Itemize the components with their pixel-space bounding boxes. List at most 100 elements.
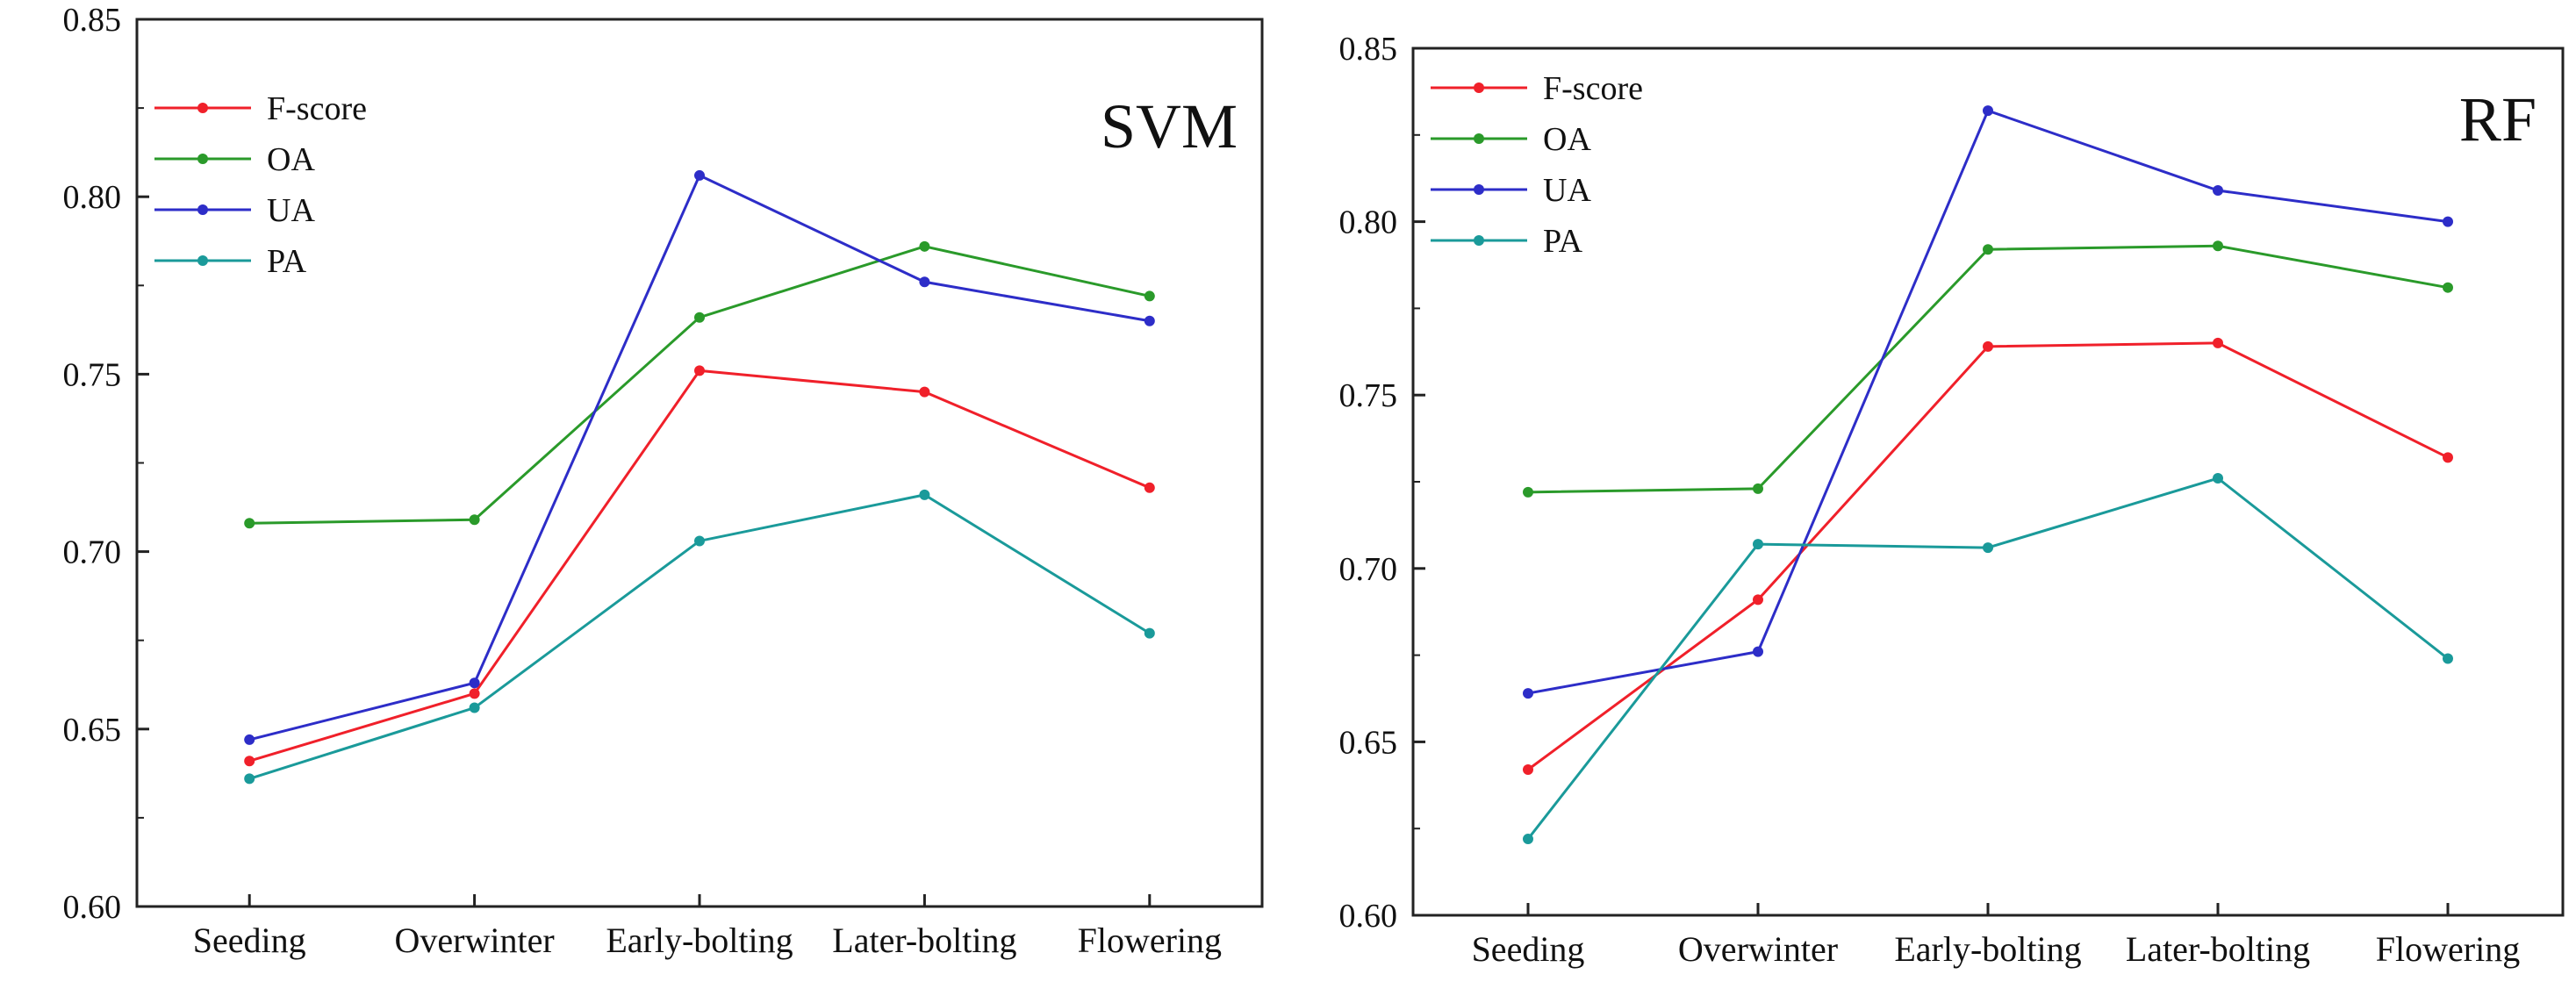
series-ua <box>244 169 1155 745</box>
y-tick-label: 0.70 <box>63 534 122 571</box>
y-tick-label: 0.80 <box>1339 204 1398 241</box>
chart-title: RF <box>2459 84 2537 154</box>
data-point-ua <box>1523 688 1533 699</box>
legend-marker-pa <box>1474 235 1484 246</box>
data-point-f-score <box>694 365 705 376</box>
y-tick-label: 0.80 <box>63 179 122 216</box>
legend-marker-ua <box>1474 184 1484 195</box>
data-point-oa <box>1523 486 1533 498</box>
data-point-oa <box>919 240 930 252</box>
series-line-pa <box>1526 477 2449 840</box>
x-tick-label-seeding: Seeding <box>1472 929 1585 969</box>
y-tick-label: 0.85 <box>1339 31 1398 68</box>
legend-marker-f-score <box>197 103 208 113</box>
series-line-ua <box>1527 109 2449 695</box>
legend-label-f-score: F-score <box>1543 70 1643 107</box>
legend-marker-pa <box>197 255 208 266</box>
data-point-pa <box>1144 627 1155 639</box>
legend-marker-ua <box>197 204 208 215</box>
series-line-f-score <box>248 369 1151 763</box>
legend-label-ua: UA <box>267 192 315 229</box>
x-tick-label-seeding: Seeding <box>193 921 306 960</box>
legend-label-ua: UA <box>1543 172 1591 209</box>
data-point-pa <box>2213 473 2223 484</box>
series-pa <box>244 489 1155 785</box>
legend-marker-oa <box>1474 133 1484 144</box>
data-point-f-score <box>919 386 930 398</box>
data-point-f-score <box>244 756 255 767</box>
y-tick-label: 0.60 <box>1339 898 1398 935</box>
series-f-score <box>1523 337 2453 776</box>
x-tick-label-later-bolting: Later-bolting <box>2126 929 2310 969</box>
data-point-ua <box>1983 105 1993 117</box>
y-tick-label: 0.70 <box>1339 551 1398 588</box>
data-point-ua <box>694 169 705 181</box>
data-point-pa <box>1753 539 1763 550</box>
data-point-ua <box>919 276 930 288</box>
data-point-oa <box>1753 483 1763 494</box>
data-point-oa <box>2213 240 2223 252</box>
data-point-f-score <box>2213 337 2223 348</box>
series-line-f-score <box>1527 341 2449 771</box>
data-point-ua <box>244 734 255 745</box>
chart-panel-rf: 0.60 0.65 0.70 0.75 0.80 0.85 Seeding Overwinte… <box>1339 31 2565 969</box>
data-point-ua <box>1144 315 1155 326</box>
data-point-pa <box>2443 653 2453 664</box>
legend-label-oa: OA <box>267 141 315 178</box>
legend-label-pa: PA <box>1543 223 1583 260</box>
data-point-ua <box>2213 185 2223 197</box>
series-oa <box>1523 240 2453 498</box>
data-point-oa <box>2443 282 2453 293</box>
data-point-pa <box>244 773 255 785</box>
data-point-f-score <box>1523 764 1533 776</box>
x-tick-label-later-bolting: Later-bolting <box>832 921 1016 960</box>
x-tick-label-early-bolting: Early-bolting <box>1894 929 2081 969</box>
data-point-oa <box>1983 244 1993 255</box>
y-tick-label: 0.65 <box>1339 724 1398 761</box>
data-point-f-score <box>1753 594 1763 605</box>
data-point-pa <box>469 702 480 713</box>
data-point-oa <box>469 514 480 526</box>
legend: F-score OA UA PA <box>154 90 367 280</box>
data-point-oa <box>694 312 705 323</box>
y-tick-label: 0.65 <box>63 712 122 749</box>
y-tick-label: 0.75 <box>63 356 122 393</box>
series-line-oa <box>249 245 1151 525</box>
legend: F-score OA UA PA <box>1431 70 1643 260</box>
chart-title: SVM <box>1101 91 1238 161</box>
legend-marker-f-score <box>1474 82 1484 93</box>
data-point-pa <box>1983 542 1993 554</box>
data-point-ua <box>1753 646 1763 657</box>
data-point-f-score <box>469 688 480 699</box>
chart-panel-svm: 0.60 0.65 0.70 0.75 0.80 0.85 Seeding Overwinte… <box>63 2 1264 960</box>
x-tick-label-overwinter: Overwinter <box>1678 929 1838 969</box>
legend-label-oa: OA <box>1543 121 1591 158</box>
series-f-score <box>244 365 1155 767</box>
legend-label-f-score: F-score <box>267 90 367 127</box>
series-oa <box>244 240 1155 529</box>
series-ua <box>1523 105 2453 699</box>
x-tick-label-early-bolting: Early-bolting <box>606 921 793 960</box>
data-point-oa <box>1144 290 1155 302</box>
data-point-f-score <box>1144 482 1155 493</box>
y-tick-label: 0.85 <box>63 2 122 39</box>
x-tick-label-flowering: Flowering <box>1078 921 1222 960</box>
y-tick-label: 0.75 <box>1339 377 1398 414</box>
data-point-ua <box>469 677 480 689</box>
series-pa <box>1523 473 2453 845</box>
data-point-pa <box>919 489 930 500</box>
legend-marker-oa <box>197 154 208 164</box>
series-line-ua <box>248 173 1151 742</box>
data-point-pa <box>1523 834 1533 845</box>
x-tick-label-flowering: Flowering <box>2376 929 2520 969</box>
x-tick-label-overwinter: Overwinter <box>395 921 555 960</box>
y-tick-label: 0.60 <box>63 889 122 926</box>
legend-label-pa: PA <box>267 243 307 280</box>
data-point-f-score <box>1983 340 1993 352</box>
data-point-ua <box>2443 216 2453 227</box>
data-point-f-score <box>2443 452 2453 463</box>
data-point-pa <box>694 535 705 547</box>
data-point-oa <box>244 518 255 529</box>
series-line-oa <box>1527 244 2449 494</box>
